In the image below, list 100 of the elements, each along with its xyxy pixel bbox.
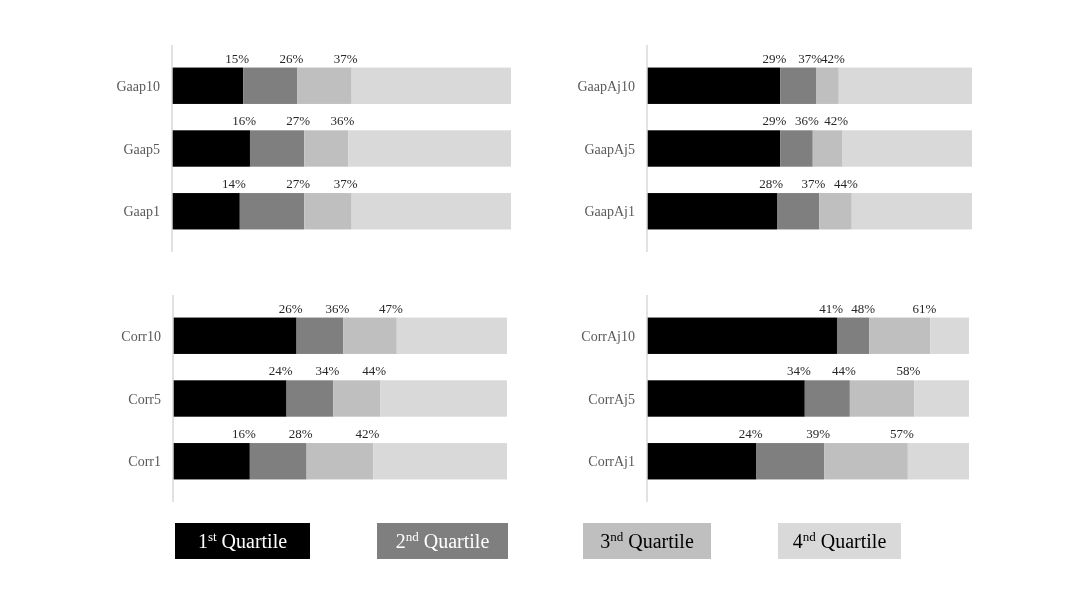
annotation: 29% [762, 50, 787, 66]
annotation: 28% [759, 176, 784, 192]
y-tick-label: CorrAj1 [588, 454, 635, 470]
bar [812, 130, 842, 167]
bar [804, 380, 850, 417]
bar [780, 67, 816, 104]
y-tick-label: Corr5 [128, 391, 161, 407]
annotation: 34% [315, 363, 340, 379]
y-tick-label: Gaap1 [123, 204, 160, 220]
bar [930, 317, 969, 354]
bar [348, 130, 511, 167]
bar [172, 193, 240, 230]
bar [842, 130, 972, 167]
annotation: 44% [833, 176, 858, 192]
annotation: 37% [801, 176, 826, 192]
bar [351, 67, 511, 104]
bar [777, 193, 820, 230]
annotation: 44% [362, 363, 387, 379]
annotation: 48% [851, 300, 876, 316]
y-tick-label: CorrAj5 [588, 391, 635, 407]
annotation: 16% [231, 426, 256, 442]
annotation: 26% [279, 50, 304, 66]
annotation: 15% [225, 50, 250, 66]
y-tick-label: Gaap10 [116, 78, 160, 94]
annotation: 28% [288, 426, 313, 442]
y-tick-label: GaapAj10 [577, 78, 635, 94]
text: 3$^{nd}$ Quartile [600, 528, 694, 552]
text: 4$^{nd}$ Quartile [792, 528, 887, 552]
bar [836, 317, 870, 354]
bar [333, 380, 381, 417]
text: 2$^{nd}$ Quartile [395, 528, 490, 552]
bar [297, 67, 352, 104]
bar [869, 317, 931, 354]
bar [373, 443, 507, 480]
bar [756, 443, 825, 480]
annotation: 61% [912, 300, 937, 316]
annotation: 27% [286, 113, 311, 129]
annotation: 37% [333, 176, 358, 192]
bar [914, 380, 969, 417]
annotation: 34% [786, 363, 811, 379]
bar [838, 67, 972, 104]
annotation: 16% [232, 113, 257, 129]
annotation: 37% [798, 50, 823, 66]
bar [647, 443, 757, 480]
annotation: 39% [806, 426, 831, 442]
bar [647, 193, 777, 230]
bar [249, 443, 307, 480]
bar [286, 380, 334, 417]
text: 1$^{st}$ Quartile [197, 528, 288, 552]
annotation: 26% [278, 300, 303, 316]
bar [304, 193, 352, 230]
y-tick-label: Corr10 [121, 328, 161, 344]
bar [907, 443, 969, 480]
bar [380, 380, 507, 417]
bar [816, 67, 839, 104]
annotation: 36% [794, 113, 819, 129]
annotation: 24% [268, 363, 293, 379]
bar [343, 317, 397, 354]
y-tick-label: CorrAj10 [581, 328, 635, 344]
annotation: 36% [330, 113, 355, 129]
bar [351, 193, 511, 230]
annotation: 27% [286, 176, 311, 192]
annotation: 24% [738, 426, 763, 442]
bar [824, 443, 908, 480]
annotation: 37% [333, 50, 358, 66]
bar [396, 317, 507, 354]
annotation: 29% [762, 113, 787, 129]
bar [304, 130, 349, 167]
bar [849, 380, 915, 417]
annotation: 41% [819, 300, 844, 316]
bar [249, 130, 305, 167]
y-tick-label: Corr1 [128, 454, 161, 470]
annotation: 58% [896, 363, 921, 379]
annotation: 47% [378, 300, 403, 316]
bar [851, 193, 972, 230]
bar [306, 443, 374, 480]
annotation: 14% [221, 176, 246, 192]
bar [647, 317, 837, 354]
y-tick-label: Gaap5 [123, 141, 160, 157]
bar [647, 130, 781, 167]
annotation: 42% [355, 426, 380, 442]
bar [172, 67, 244, 104]
y-tick-label: GaapAj1 [584, 204, 635, 220]
bar [243, 67, 298, 104]
annotation: 57% [889, 426, 914, 442]
bar [647, 380, 805, 417]
bar [172, 130, 250, 167]
bar [173, 317, 297, 354]
bar [819, 193, 852, 230]
bar [647, 67, 781, 104]
annotation: 42% [824, 113, 849, 129]
annotation: 44% [832, 363, 857, 379]
bar [780, 130, 813, 167]
bar [239, 193, 305, 230]
bar [173, 380, 287, 417]
annotation: 36% [325, 300, 350, 316]
annotation: 42% [820, 50, 845, 66]
y-tick-label: GaapAj5 [584, 141, 635, 157]
bar [173, 443, 250, 480]
bar [296, 317, 344, 354]
